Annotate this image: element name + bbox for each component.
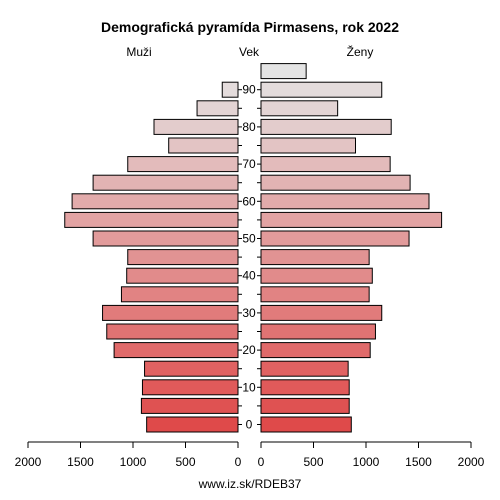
male-bar-4 bbox=[113, 342, 239, 359]
chart-title: Demografická pyramída Pirmasens, rok 202… bbox=[101, 19, 399, 35]
female-bar-7 bbox=[260, 286, 370, 303]
male-bar-18 bbox=[221, 81, 239, 98]
female-bar-16 bbox=[260, 118, 392, 135]
female-bar-0 bbox=[260, 416, 352, 433]
age-tick-label-30: 30 bbox=[242, 306, 256, 320]
age-tick-label-70: 70 bbox=[242, 157, 256, 171]
male-bar-14 bbox=[127, 156, 239, 173]
male-bar-12 bbox=[71, 193, 239, 210]
male-bar-9 bbox=[127, 249, 239, 266]
age-tick-label-60: 60 bbox=[242, 194, 256, 208]
male-bar-2 bbox=[141, 379, 239, 396]
male-bar-1 bbox=[140, 397, 239, 414]
male-x-tick-label-500: 500 bbox=[175, 455, 195, 469]
age-label: Vek bbox=[239, 45, 260, 59]
female-bar-6 bbox=[260, 304, 383, 321]
female-label: Ženy bbox=[347, 44, 374, 59]
female-x-tick-label-0: 0 bbox=[258, 455, 265, 469]
bars-group bbox=[64, 63, 443, 433]
male-bar-7 bbox=[120, 286, 239, 303]
female-x-tick-label-2000: 2000 bbox=[458, 455, 485, 469]
male-bar-15 bbox=[168, 137, 239, 154]
male-bar-17 bbox=[196, 100, 239, 117]
male-x-tick-label-2000: 2000 bbox=[15, 455, 42, 469]
age-tick-label-80: 80 bbox=[242, 120, 256, 134]
age-tick-label-50: 50 bbox=[242, 232, 256, 246]
male-x-tick-label-1000: 1000 bbox=[120, 455, 147, 469]
age-tick-label-0: 0 bbox=[246, 418, 253, 432]
female-bar-14 bbox=[260, 156, 391, 173]
male-bar-0 bbox=[146, 416, 239, 433]
age-tick-label-20: 20 bbox=[242, 343, 256, 357]
male-bar-3 bbox=[144, 360, 239, 377]
female-bar-5 bbox=[260, 323, 376, 340]
footer-url: www.iz.sk/RDEB37 bbox=[198, 477, 302, 491]
male-bar-11 bbox=[64, 211, 239, 228]
female-bar-15 bbox=[260, 137, 356, 154]
male-bar-10 bbox=[92, 230, 239, 247]
age-tick-label-10: 10 bbox=[242, 380, 256, 394]
female-bar-4 bbox=[260, 342, 371, 359]
male-bar-13 bbox=[92, 174, 239, 191]
female-bar-18 bbox=[260, 81, 383, 98]
female-x-tick-label-500: 500 bbox=[303, 455, 323, 469]
female-bar-1 bbox=[260, 397, 350, 414]
female-bar-11 bbox=[260, 211, 443, 228]
male-bar-5 bbox=[106, 323, 239, 340]
age-tick-label-40: 40 bbox=[242, 269, 256, 283]
male-x-tick-label-1500: 1500 bbox=[67, 455, 94, 469]
female-bar-17 bbox=[260, 100, 339, 117]
age-tick-label-90: 90 bbox=[242, 83, 256, 97]
female-bar-2 bbox=[260, 379, 350, 396]
female-bar-10 bbox=[260, 230, 410, 247]
female-bar-12 bbox=[260, 193, 430, 210]
female-bar-9 bbox=[260, 249, 370, 266]
female-bar-13 bbox=[260, 174, 411, 191]
male-bar-6 bbox=[102, 304, 239, 321]
female-bar-3 bbox=[260, 360, 349, 377]
male-label: Muži bbox=[126, 45, 151, 59]
male-bar-16 bbox=[153, 118, 239, 135]
male-bar-8 bbox=[126, 267, 239, 284]
female-x-tick-label-1000: 1000 bbox=[353, 455, 380, 469]
female-x-tick-label-1500: 1500 bbox=[405, 455, 432, 469]
female-bar-19 bbox=[260, 63, 307, 80]
male-x-tick-label-0: 0 bbox=[235, 455, 242, 469]
axes-group: 0 10 20 30 40 50 60 70 80 90 0 0 500 500 1000 1000 1500 1… bbox=[15, 83, 485, 469]
female-bar-8 bbox=[260, 267, 373, 284]
